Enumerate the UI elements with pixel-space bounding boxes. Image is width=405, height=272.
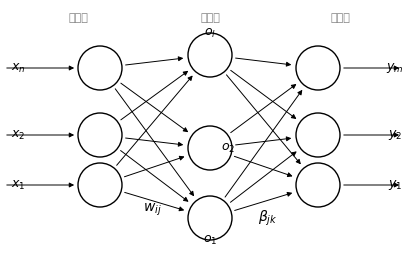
Text: 输出层: 输出层 xyxy=(329,13,349,23)
Text: $o_1$: $o_1$ xyxy=(202,233,217,246)
Text: $y_2$: $y_2$ xyxy=(387,128,401,142)
Text: $x_n$: $x_n$ xyxy=(11,61,25,75)
Text: $w_{ij}$: $w_{ij}$ xyxy=(142,202,161,218)
Circle shape xyxy=(188,33,231,77)
Circle shape xyxy=(78,113,122,157)
Circle shape xyxy=(295,113,339,157)
Text: $x_1$: $x_1$ xyxy=(11,178,25,191)
Text: $\beta_{jk}$: $\beta_{jk}$ xyxy=(258,208,277,228)
Circle shape xyxy=(78,163,122,207)
Text: $o_l$: $o_l$ xyxy=(203,26,215,39)
Text: 隐含层: 隐含层 xyxy=(200,13,220,23)
Text: $y_m$: $y_m$ xyxy=(385,61,403,75)
Circle shape xyxy=(188,126,231,170)
Text: $y_1$: $y_1$ xyxy=(387,178,401,192)
Circle shape xyxy=(188,196,231,240)
Text: $x_2$: $x_2$ xyxy=(11,128,25,141)
Circle shape xyxy=(295,163,339,207)
Text: $o_2$: $o_2$ xyxy=(220,141,234,154)
Text: 输入层: 输入层 xyxy=(68,13,88,23)
Circle shape xyxy=(78,46,122,90)
Circle shape xyxy=(295,46,339,90)
